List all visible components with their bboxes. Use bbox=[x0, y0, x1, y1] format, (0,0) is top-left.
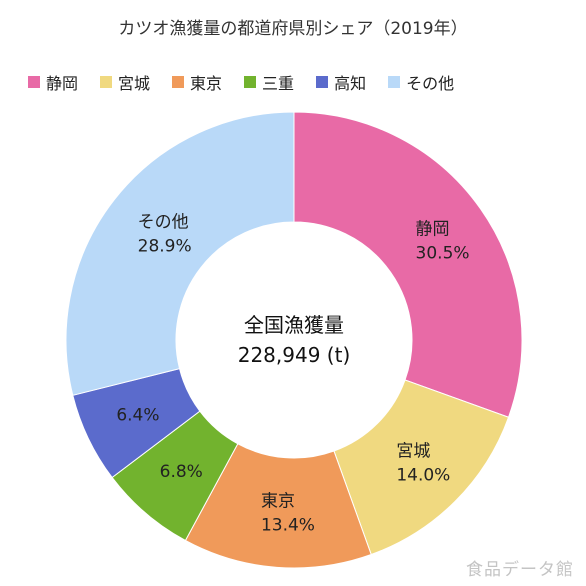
legend-swatch bbox=[244, 76, 257, 88]
slice-name-label: その他 bbox=[138, 213, 189, 233]
slice-value-label: 14.0% bbox=[396, 465, 450, 485]
slice-value-label: 6.4% bbox=[116, 406, 159, 426]
pie-slice bbox=[184, 443, 372, 569]
legend-item: 三重 bbox=[244, 70, 294, 94]
slice-name-label: 静岡 bbox=[416, 220, 450, 240]
legend-label: その他 bbox=[406, 74, 455, 93]
legend-item: 高知 bbox=[316, 70, 366, 94]
slice-name-label: 宮城 bbox=[396, 441, 430, 461]
legend-swatch bbox=[100, 76, 113, 88]
slice-value-label: 28.9% bbox=[138, 237, 192, 257]
slice-value-label: 13.4% bbox=[261, 516, 315, 536]
center-label-value: 228,949 (t) bbox=[238, 343, 351, 367]
legend-swatch bbox=[172, 76, 185, 88]
legend-swatch bbox=[28, 76, 40, 88]
legend-label: 宮城 bbox=[118, 74, 151, 93]
legend-item: 東京 bbox=[172, 70, 222, 94]
legend-label: 三重 bbox=[262, 74, 295, 93]
legend-label: 高知 bbox=[334, 74, 367, 93]
slice-value-label: 6.8% bbox=[160, 462, 203, 482]
legend-label: 東京 bbox=[190, 74, 223, 93]
legend-item: その他 bbox=[388, 70, 454, 94]
legend-item: 宮城 bbox=[100, 70, 150, 94]
legend: 静岡 宮城 東京 三重 高知 その他 bbox=[28, 70, 568, 94]
watermark: 食品データ館 bbox=[466, 560, 574, 580]
pie-slice bbox=[65, 111, 295, 396]
pie-slice bbox=[293, 111, 523, 418]
legend-label: 静岡 bbox=[46, 74, 79, 93]
slice-name-label: 東京 bbox=[261, 492, 295, 512]
chart-title: カツオ漁獲量の都道府県別シェア（2019年） bbox=[118, 19, 468, 39]
slice-value-label: 30.5% bbox=[416, 244, 470, 264]
legend-item: 静岡 bbox=[28, 70, 78, 94]
legend-swatch bbox=[388, 76, 401, 88]
center-label-title: 全国漁獲量 bbox=[244, 313, 344, 337]
legend-swatch bbox=[316, 76, 329, 88]
